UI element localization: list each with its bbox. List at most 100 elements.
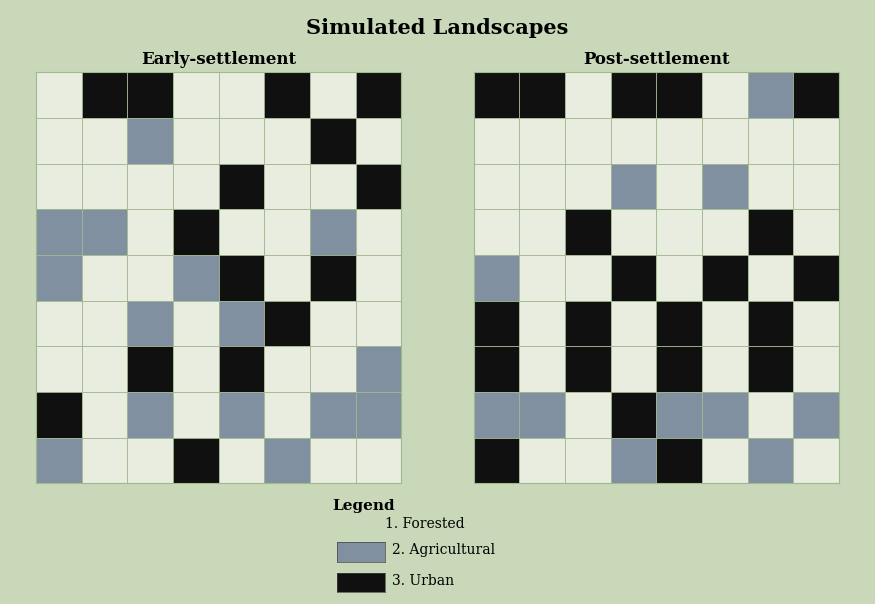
Bar (611, 255, 656, 301)
Bar (219, 255, 264, 301)
Bar (128, 72, 173, 118)
Bar (473, 346, 520, 392)
Bar (173, 392, 219, 437)
Text: Simulated Landscapes: Simulated Landscapes (306, 18, 569, 38)
Bar (747, 392, 793, 437)
Bar (702, 210, 747, 255)
Bar (565, 210, 611, 255)
Bar (656, 301, 702, 346)
Bar (656, 210, 702, 255)
Bar (656, 72, 702, 118)
Bar (128, 118, 173, 164)
Bar (128, 210, 173, 255)
Bar (520, 118, 565, 164)
Bar (310, 301, 355, 346)
Bar (219, 346, 264, 392)
Bar (473, 301, 520, 346)
Bar (128, 164, 173, 210)
Bar (611, 346, 656, 392)
Bar (520, 72, 565, 118)
Bar (355, 210, 402, 255)
Bar (565, 346, 611, 392)
Bar (310, 392, 355, 437)
Bar (219, 72, 264, 118)
Bar (611, 118, 656, 164)
Bar (173, 118, 219, 164)
Bar (611, 164, 656, 210)
Bar (520, 255, 565, 301)
Bar (473, 164, 520, 210)
Bar (82, 437, 128, 483)
Bar (747, 164, 793, 210)
Bar (264, 72, 310, 118)
Bar (793, 437, 839, 483)
Bar (310, 164, 355, 210)
Bar (36, 72, 82, 118)
Bar (747, 301, 793, 346)
Bar (702, 301, 747, 346)
Bar (793, 118, 839, 164)
Bar (264, 437, 310, 483)
Bar (219, 392, 264, 437)
Bar (520, 164, 565, 210)
Bar (173, 301, 219, 346)
Bar (793, 210, 839, 255)
Bar (36, 346, 82, 392)
Bar (82, 118, 128, 164)
Bar (173, 437, 219, 483)
Bar (565, 392, 611, 437)
Bar (264, 118, 310, 164)
Bar (355, 72, 402, 118)
Bar (747, 437, 793, 483)
Bar (82, 346, 128, 392)
Bar (611, 392, 656, 437)
Bar (747, 118, 793, 164)
Bar (264, 301, 310, 346)
Bar (793, 164, 839, 210)
Bar (36, 118, 82, 164)
Bar (473, 392, 520, 437)
Bar (310, 210, 355, 255)
Bar (264, 392, 310, 437)
Bar (611, 301, 656, 346)
Bar (656, 392, 702, 437)
Bar (355, 392, 402, 437)
Bar (520, 392, 565, 437)
Bar (702, 72, 747, 118)
Bar (747, 72, 793, 118)
Bar (355, 255, 402, 301)
Bar (128, 301, 173, 346)
Bar (702, 392, 747, 437)
Bar (82, 210, 128, 255)
Bar (219, 210, 264, 255)
Bar (264, 210, 310, 255)
Bar (473, 118, 520, 164)
Bar (219, 164, 264, 210)
Bar (355, 118, 402, 164)
Bar (793, 301, 839, 346)
Bar (656, 255, 702, 301)
Bar (36, 392, 82, 437)
Bar (656, 437, 702, 483)
Bar (702, 437, 747, 483)
Bar (473, 72, 520, 118)
Bar (310, 255, 355, 301)
Bar (520, 346, 565, 392)
Bar (173, 210, 219, 255)
Bar (36, 301, 82, 346)
Bar (310, 346, 355, 392)
Bar (219, 437, 264, 483)
Bar (565, 118, 611, 164)
Bar (173, 255, 219, 301)
Bar (82, 301, 128, 346)
Bar (128, 255, 173, 301)
Bar (565, 437, 611, 483)
Bar (264, 346, 310, 392)
Bar (355, 164, 402, 210)
Bar (565, 255, 611, 301)
Bar (173, 164, 219, 210)
Bar (219, 118, 264, 164)
Bar (611, 72, 656, 118)
Bar (310, 437, 355, 483)
Bar (747, 255, 793, 301)
